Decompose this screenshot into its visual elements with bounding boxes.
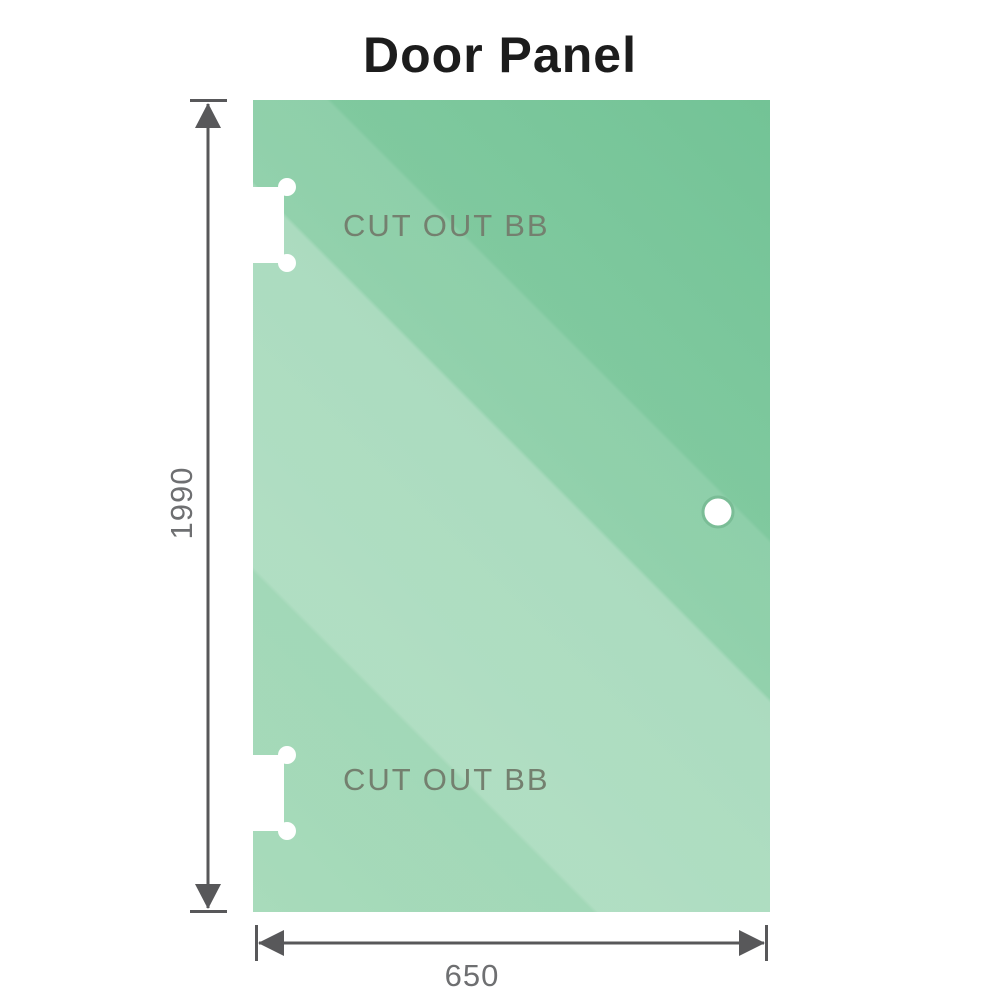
diagram-title: Door Panel [363, 27, 637, 83]
width-dimension-line [255, 925, 768, 961]
cutout-label-bottom: CUT OUT BB [343, 762, 550, 797]
hinge-cutout-top-icon [250, 178, 296, 272]
cutout-label-top: CUT OUT BB [343, 208, 550, 243]
width-dimension-label: 650 [444, 958, 500, 993]
height-dimension-label: 1990 [164, 466, 199, 540]
door-panel-glass: CUT OUT BB CUT OUT BB [250, 100, 770, 912]
height-dimension-line [190, 99, 227, 913]
handle-hole-icon [701, 495, 735, 529]
hinge-cutout-bottom-icon [250, 746, 296, 840]
